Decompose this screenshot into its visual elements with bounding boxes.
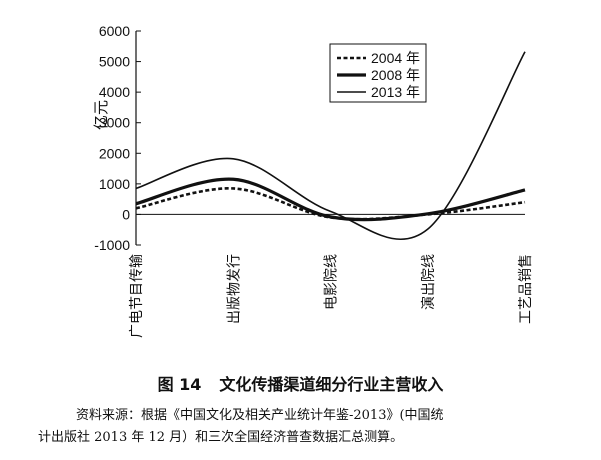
series-line-1 [135,187,526,221]
legend-label: 2004 年 [371,50,420,66]
y-tick-label: 1000 [99,176,130,192]
source-note-line1: 资料来源：根据《中国文化及相关产业统计年鉴-2013》(中国统 [76,408,444,423]
y-tick-label: 3000 [99,115,130,131]
y-tick-label: 0 [122,206,130,222]
series-layer [135,51,526,241]
y-tick-label: 5000 [99,54,130,70]
x-category-label: 电影院线 [324,254,340,310]
series-line-2 [135,177,526,222]
legend-label: 2013 年 [371,84,420,100]
source-note-line2: 计出版社 2013 年 12 月）和三次全国经济普查数据汇总测算。 [38,430,404,445]
y-tick-label: 2000 [99,145,130,161]
x-category-label: 出版物发行 [226,254,242,324]
x-category-label: 工艺品销售 [518,254,534,324]
y-tick-label: -1000 [94,237,130,253]
x-category-label: 广电节目传输 [129,254,145,338]
y-tick-label: 6000 [99,23,130,39]
figure-number: 图 14 [157,375,202,394]
x-category-label: 演出院线 [421,254,437,310]
y-axis-label: 亿元 [92,100,110,130]
series-line-3 [135,51,526,241]
figure-caption: 图 14 文化传播渠道细分行业主营收入 [0,371,601,395]
line-chart: -1000 0 1000 2000 3000 4000 5000 6000 广电节目传输 出版物发… [92,23,534,338]
figure-title: 文化传播渠道细分行业主营收入 [219,375,444,394]
axes: -1000 0 1000 2000 3000 4000 5000 6000 广电节目传输 出版物发… [94,23,534,338]
legend-label: 2008 年 [371,67,420,83]
y-tick-label: 4000 [99,84,130,100]
